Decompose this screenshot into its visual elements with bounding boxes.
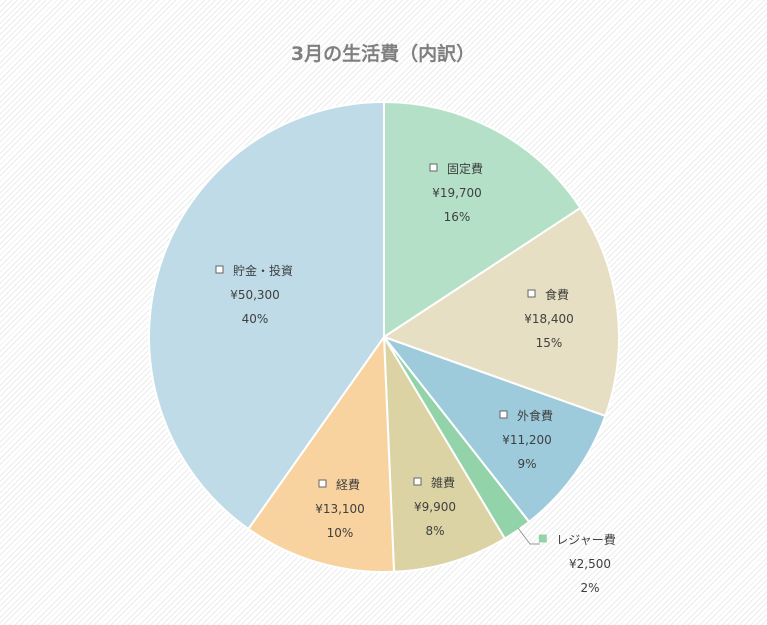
- slice-category-label: 貯金・投資: [233, 263, 293, 278]
- legend-key-marker: [527, 289, 536, 298]
- data-labels: 固定費 ¥19,700 16% 食費 ¥18,400 15% 外食費 ¥11,200 9% レジャ…: [215, 161, 616, 595]
- leader-lines: [517, 527, 540, 545]
- slice-value-label: ¥2,500: [569, 557, 611, 571]
- data-label-6: 貯金・投資 ¥50,300 40%: [215, 263, 293, 326]
- legend-key-marker: [215, 265, 224, 274]
- pie-slice-2: [381, 334, 607, 524]
- data-label-2: 外食費 ¥11,200 9%: [499, 408, 553, 471]
- slice-value-label: ¥50,300: [230, 288, 280, 302]
- chart-title: 3月の生活費（内訳）: [291, 42, 475, 65]
- pie-slice-1: [381, 206, 620, 418]
- slice-category-label: 食費: [545, 287, 569, 302]
- slice-value-label: ¥18,400: [524, 312, 574, 326]
- pie-slice-4: [383, 336, 507, 573]
- pie-slices: [148, 100, 620, 573]
- legend-key-marker: [413, 477, 422, 486]
- slice-percent-label: 8%: [425, 524, 444, 538]
- pie-slice-5: [246, 334, 396, 573]
- slice-value-label: ¥11,200: [502, 433, 552, 447]
- legend-key-marker: [318, 479, 327, 488]
- data-label-3: レジャー費 ¥2,500 2%: [538, 532, 616, 595]
- slice-percent-label: 15%: [536, 336, 563, 350]
- legend-key-marker: [538, 534, 547, 543]
- data-label-4: 雑費 ¥9,900 8%: [413, 475, 456, 538]
- slice-percent-label: 2%: [580, 581, 599, 595]
- slice-value-label: ¥19,700: [432, 186, 482, 200]
- slice-percent-label: 16%: [444, 210, 471, 224]
- data-label-5: 経費 ¥13,100 10%: [315, 477, 365, 540]
- legend-key-marker: [499, 410, 508, 419]
- slice-value-label: ¥9,900: [414, 500, 456, 514]
- slice-percent-label: 9%: [517, 457, 536, 471]
- pie-slice-6: [148, 100, 385, 531]
- leader-line: [517, 527, 540, 545]
- slice-percent-label: 10%: [327, 526, 354, 540]
- slice-category-label: レジャー費: [556, 532, 615, 547]
- data-label-1: 食費 ¥18,400 15%: [524, 287, 574, 350]
- slice-category-label: 外食費: [517, 408, 553, 423]
- slice-category-label: 固定費: [447, 161, 483, 176]
- data-label-0: 固定費 ¥19,700 16%: [429, 161, 483, 224]
- legend-key-marker: [429, 163, 438, 172]
- slice-category-label: 経費: [336, 477, 360, 492]
- pie-slice-0: [383, 100, 582, 339]
- slice-category-label: 雑費: [431, 475, 455, 490]
- slice-percent-label: 40%: [242, 312, 269, 326]
- slice-value-label: ¥13,100: [315, 502, 365, 516]
